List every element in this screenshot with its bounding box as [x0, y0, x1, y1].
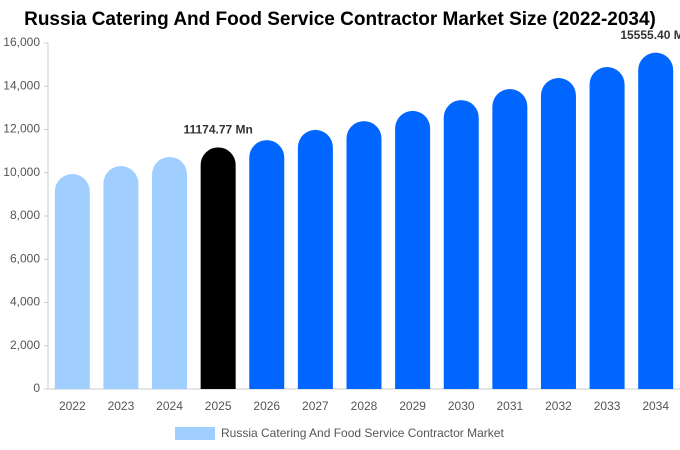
bar	[492, 89, 528, 389]
bar	[346, 121, 382, 389]
data-label: 11174.77 Mn	[183, 123, 252, 137]
y-tick-label: 10,000	[3, 165, 40, 179]
y-tick-label: 16,000	[3, 35, 40, 49]
bar	[249, 140, 285, 389]
legend-label: Russia Catering And Food Service Contrac…	[221, 426, 504, 440]
legend-swatch	[175, 427, 215, 440]
y-tick-label: 14,000	[3, 78, 40, 92]
bar	[638, 52, 674, 389]
y-tick-label: 12,000	[3, 122, 40, 136]
chart-title: Russia Catering And Food Service Contrac…	[24, 9, 656, 30]
bar	[200, 147, 236, 389]
x-tick-label: 2025	[205, 399, 232, 413]
x-tick-label: 2026	[253, 399, 280, 413]
x-tick-label: 2032	[545, 399, 572, 413]
bar	[540, 78, 576, 389]
data-label: 15555.40 Mn	[620, 28, 680, 42]
y-tick-label: 4,000	[10, 295, 40, 309]
x-tick-label: 2023	[108, 399, 135, 413]
x-tick-label: 2022	[59, 399, 86, 413]
x-tick-label: 2033	[594, 399, 621, 413]
bar	[103, 166, 139, 389]
bar	[297, 129, 333, 389]
bar	[443, 100, 479, 389]
x-tick-label: 2034	[642, 399, 669, 413]
x-tick-label: 2029	[399, 399, 426, 413]
bar	[54, 174, 90, 389]
x-tick-label: 2028	[351, 399, 378, 413]
x-tick-label: 2031	[496, 399, 523, 413]
y-tick-label: 8,000	[10, 208, 40, 222]
bar	[395, 110, 431, 389]
x-tick-label: 2027	[302, 399, 329, 413]
y-tick-label: 6,000	[10, 251, 40, 265]
y-tick-label: 2,000	[10, 338, 40, 352]
bar	[152, 156, 188, 389]
x-tick-label: 2030	[448, 399, 475, 413]
x-tick-label: 2024	[156, 399, 183, 413]
bar	[589, 67, 625, 389]
y-tick-label: 0	[33, 381, 40, 395]
